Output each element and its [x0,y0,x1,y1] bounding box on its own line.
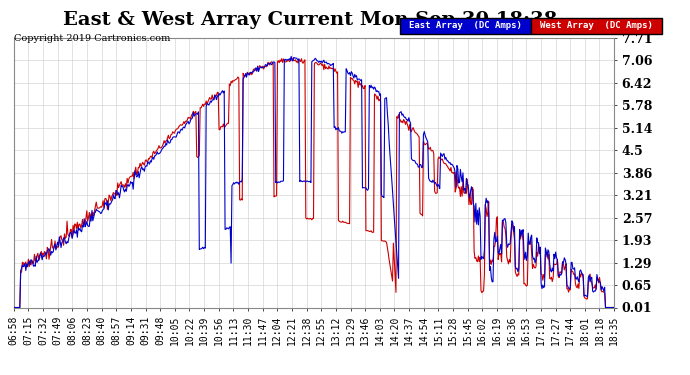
Text: East Array  (DC Amps): East Array (DC Amps) [409,21,522,30]
Text: West Array  (DC Amps): West Array (DC Amps) [540,21,653,30]
Text: East & West Array Current Mon Sep 30 18:38: East & West Array Current Mon Sep 30 18:… [63,11,558,29]
Text: Copyright 2019 Cartronics.com: Copyright 2019 Cartronics.com [14,34,170,43]
